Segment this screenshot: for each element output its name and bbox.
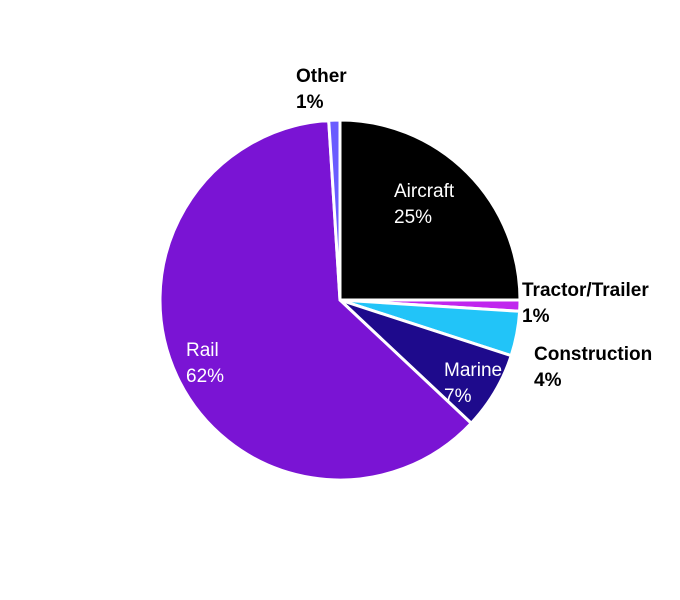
slice-label-value-aircraft: 25% [394, 207, 432, 228]
slice-label-value-other: 1% [296, 92, 324, 113]
slice-label-name-tractor-trailer: Tractor/Trailer [522, 280, 649, 301]
pie-slice-other [327, 118, 342, 302]
slices-layer [158, 118, 522, 482]
slice-label-value-construction: 4% [534, 370, 562, 391]
pie-slice-aircraft [338, 118, 522, 302]
slice-label-name-marine: Marine [444, 360, 502, 381]
slice-label-value-marine: 7% [444, 386, 472, 407]
slice-label-value-tractor-trailer: 1% [522, 306, 550, 327]
pie-slice-rail [158, 118, 473, 482]
slice-label-name-rail: Rail [186, 340, 219, 361]
labels-layer: Aircraft 25% Tractor/Trailer 1% Construction… [186, 66, 652, 407]
slice-label-name-construction: Construction [534, 344, 652, 365]
slice-label-name-aircraft: Aircraft [394, 181, 455, 202]
slice-label-name-other: Other [296, 66, 347, 87]
slice-label-value-rail: 62% [186, 366, 224, 387]
